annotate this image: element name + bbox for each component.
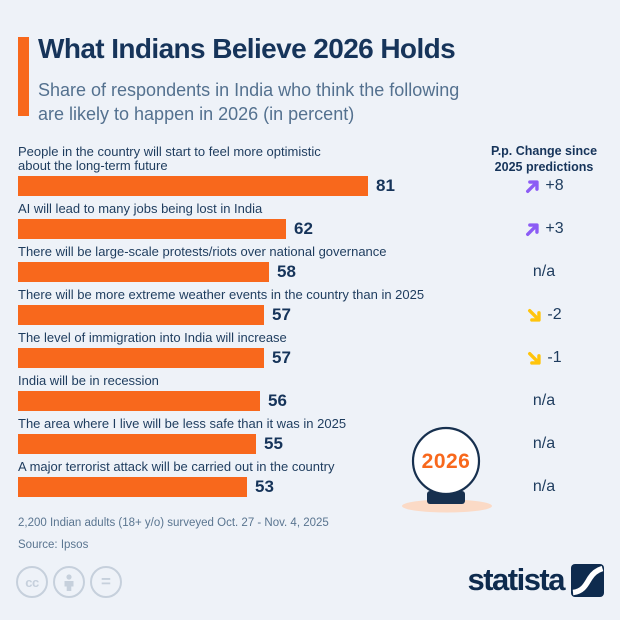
bar <box>18 434 256 454</box>
trend-down-arrow-icon <box>528 351 542 365</box>
bar <box>18 477 247 497</box>
bar-value-label: 57 <box>272 305 291 324</box>
bar-value-label: 55 <box>264 434 283 453</box>
bar-value-label: 58 <box>277 262 296 281</box>
chart-row: People in the country will start to feel… <box>18 145 602 196</box>
change-value-label: +8 <box>545 177 564 194</box>
bar-line: 57 -1 <box>18 348 602 368</box>
statista-glyph-icon <box>571 563 604 597</box>
row-label: There will be large-scale protests/riots… <box>18 244 387 259</box>
bar-line: 55 n/a <box>18 434 602 454</box>
chart-row: India will be in recession 56 n/a <box>18 374 602 411</box>
bar-line: 58 n/a <box>18 262 602 282</box>
change-indicator: +8 <box>470 176 618 196</box>
change-value-label: n/a <box>532 392 556 409</box>
statista-logo[interactable]: statista <box>467 560 604 600</box>
change-indicator: +3 <box>470 219 618 239</box>
bar-line: 53 n/a <box>18 477 602 497</box>
change-value-label: n/a <box>532 478 556 495</box>
bar <box>18 176 368 196</box>
crystal-ball-year-label: 2026 <box>421 450 471 473</box>
change-indicator: -1 <box>470 348 618 368</box>
change-column-header: P.p. Change since 2025 predictions <box>490 144 598 174</box>
trend-up-arrow-icon <box>526 179 540 193</box>
chart-row: There will be more extreme weather event… <box>18 288 602 325</box>
change-value-label: -1 <box>547 349 562 366</box>
page-subtitle: Share of respondents in India who think … <box>38 80 460 124</box>
change-indicator: n/a <box>470 477 618 497</box>
bar-line: 81 +8 <box>18 176 602 196</box>
attribution-person-icon[interactable] <box>53 566 85 598</box>
row-label: AI will lead to many jobs being lost in … <box>18 201 263 216</box>
chart-row: The area where I live will be less safe … <box>18 417 602 454</box>
change-value-label: +3 <box>545 220 564 237</box>
chart-row: A major terrorist attack will be carried… <box>18 460 602 497</box>
survey-note: 2,200 Indian adults (18+ y/o) surveyed O… <box>18 517 329 529</box>
crystal-ball-illustration <box>398 425 498 517</box>
bar-value-label: 57 <box>272 348 291 367</box>
bar-chart: P.p. Change since 2025 predictions Peopl… <box>18 144 602 503</box>
change-value-label: n/a <box>532 435 556 452</box>
change-indicator: n/a <box>470 262 618 282</box>
change-indicator: n/a <box>470 391 618 411</box>
bar-line: 57 -2 <box>18 305 602 325</box>
row-label: The area where I live will be less safe … <box>18 416 347 431</box>
bar-value-label: 56 <box>268 391 287 410</box>
creative-commons-icon[interactable]: cc <box>16 566 48 598</box>
crystal-ball-icon <box>402 426 492 513</box>
trend-down-arrow-icon <box>528 308 542 322</box>
change-indicator: -2 <box>470 305 618 325</box>
bar <box>18 391 260 411</box>
license-icons: cc = <box>16 566 122 598</box>
chart-rows: People in the country will start to feel… <box>18 145 602 497</box>
row-label: There will be more extreme weather event… <box>18 287 425 302</box>
bar <box>18 305 264 325</box>
equals-license-icon[interactable]: = <box>90 566 122 598</box>
chart-row: AI will lead to many jobs being lost in … <box>18 202 602 239</box>
row-label: People in the country will start to feel… <box>18 144 321 173</box>
chart-row: The level of immigration into India will… <box>18 331 602 368</box>
change-value-label: -2 <box>547 306 562 323</box>
change-value-label: n/a <box>532 263 556 280</box>
trend-up-arrow-icon <box>526 222 540 236</box>
bar <box>18 348 264 368</box>
bar-line: 62 +3 <box>18 219 602 239</box>
bar-value-label: 53 <box>255 477 274 496</box>
footer-notes: 2,200 Indian adults (18+ y/o) surveyed O… <box>18 512 329 556</box>
source-note: Source: Ipsos <box>18 539 89 551</box>
title-accent-bar <box>18 37 29 116</box>
bar-value-label: 62 <box>294 219 313 238</box>
change-indicator: n/a <box>470 434 618 454</box>
bar <box>18 262 269 282</box>
bar-line: 56 n/a <box>18 391 602 411</box>
person-icon <box>64 573 74 591</box>
chart-row: There will be large-scale protests/riots… <box>18 245 602 282</box>
row-label: A major terrorist attack will be carried… <box>18 459 335 474</box>
statista-wordmark: statista <box>467 562 565 597</box>
row-label: India will be in recession <box>18 373 159 388</box>
bar <box>18 219 286 239</box>
page-title: What Indians Believe 2026 Holds <box>38 33 456 64</box>
bar-value-label: 81 <box>376 176 395 195</box>
row-label: The level of immigration into India will… <box>18 330 287 345</box>
